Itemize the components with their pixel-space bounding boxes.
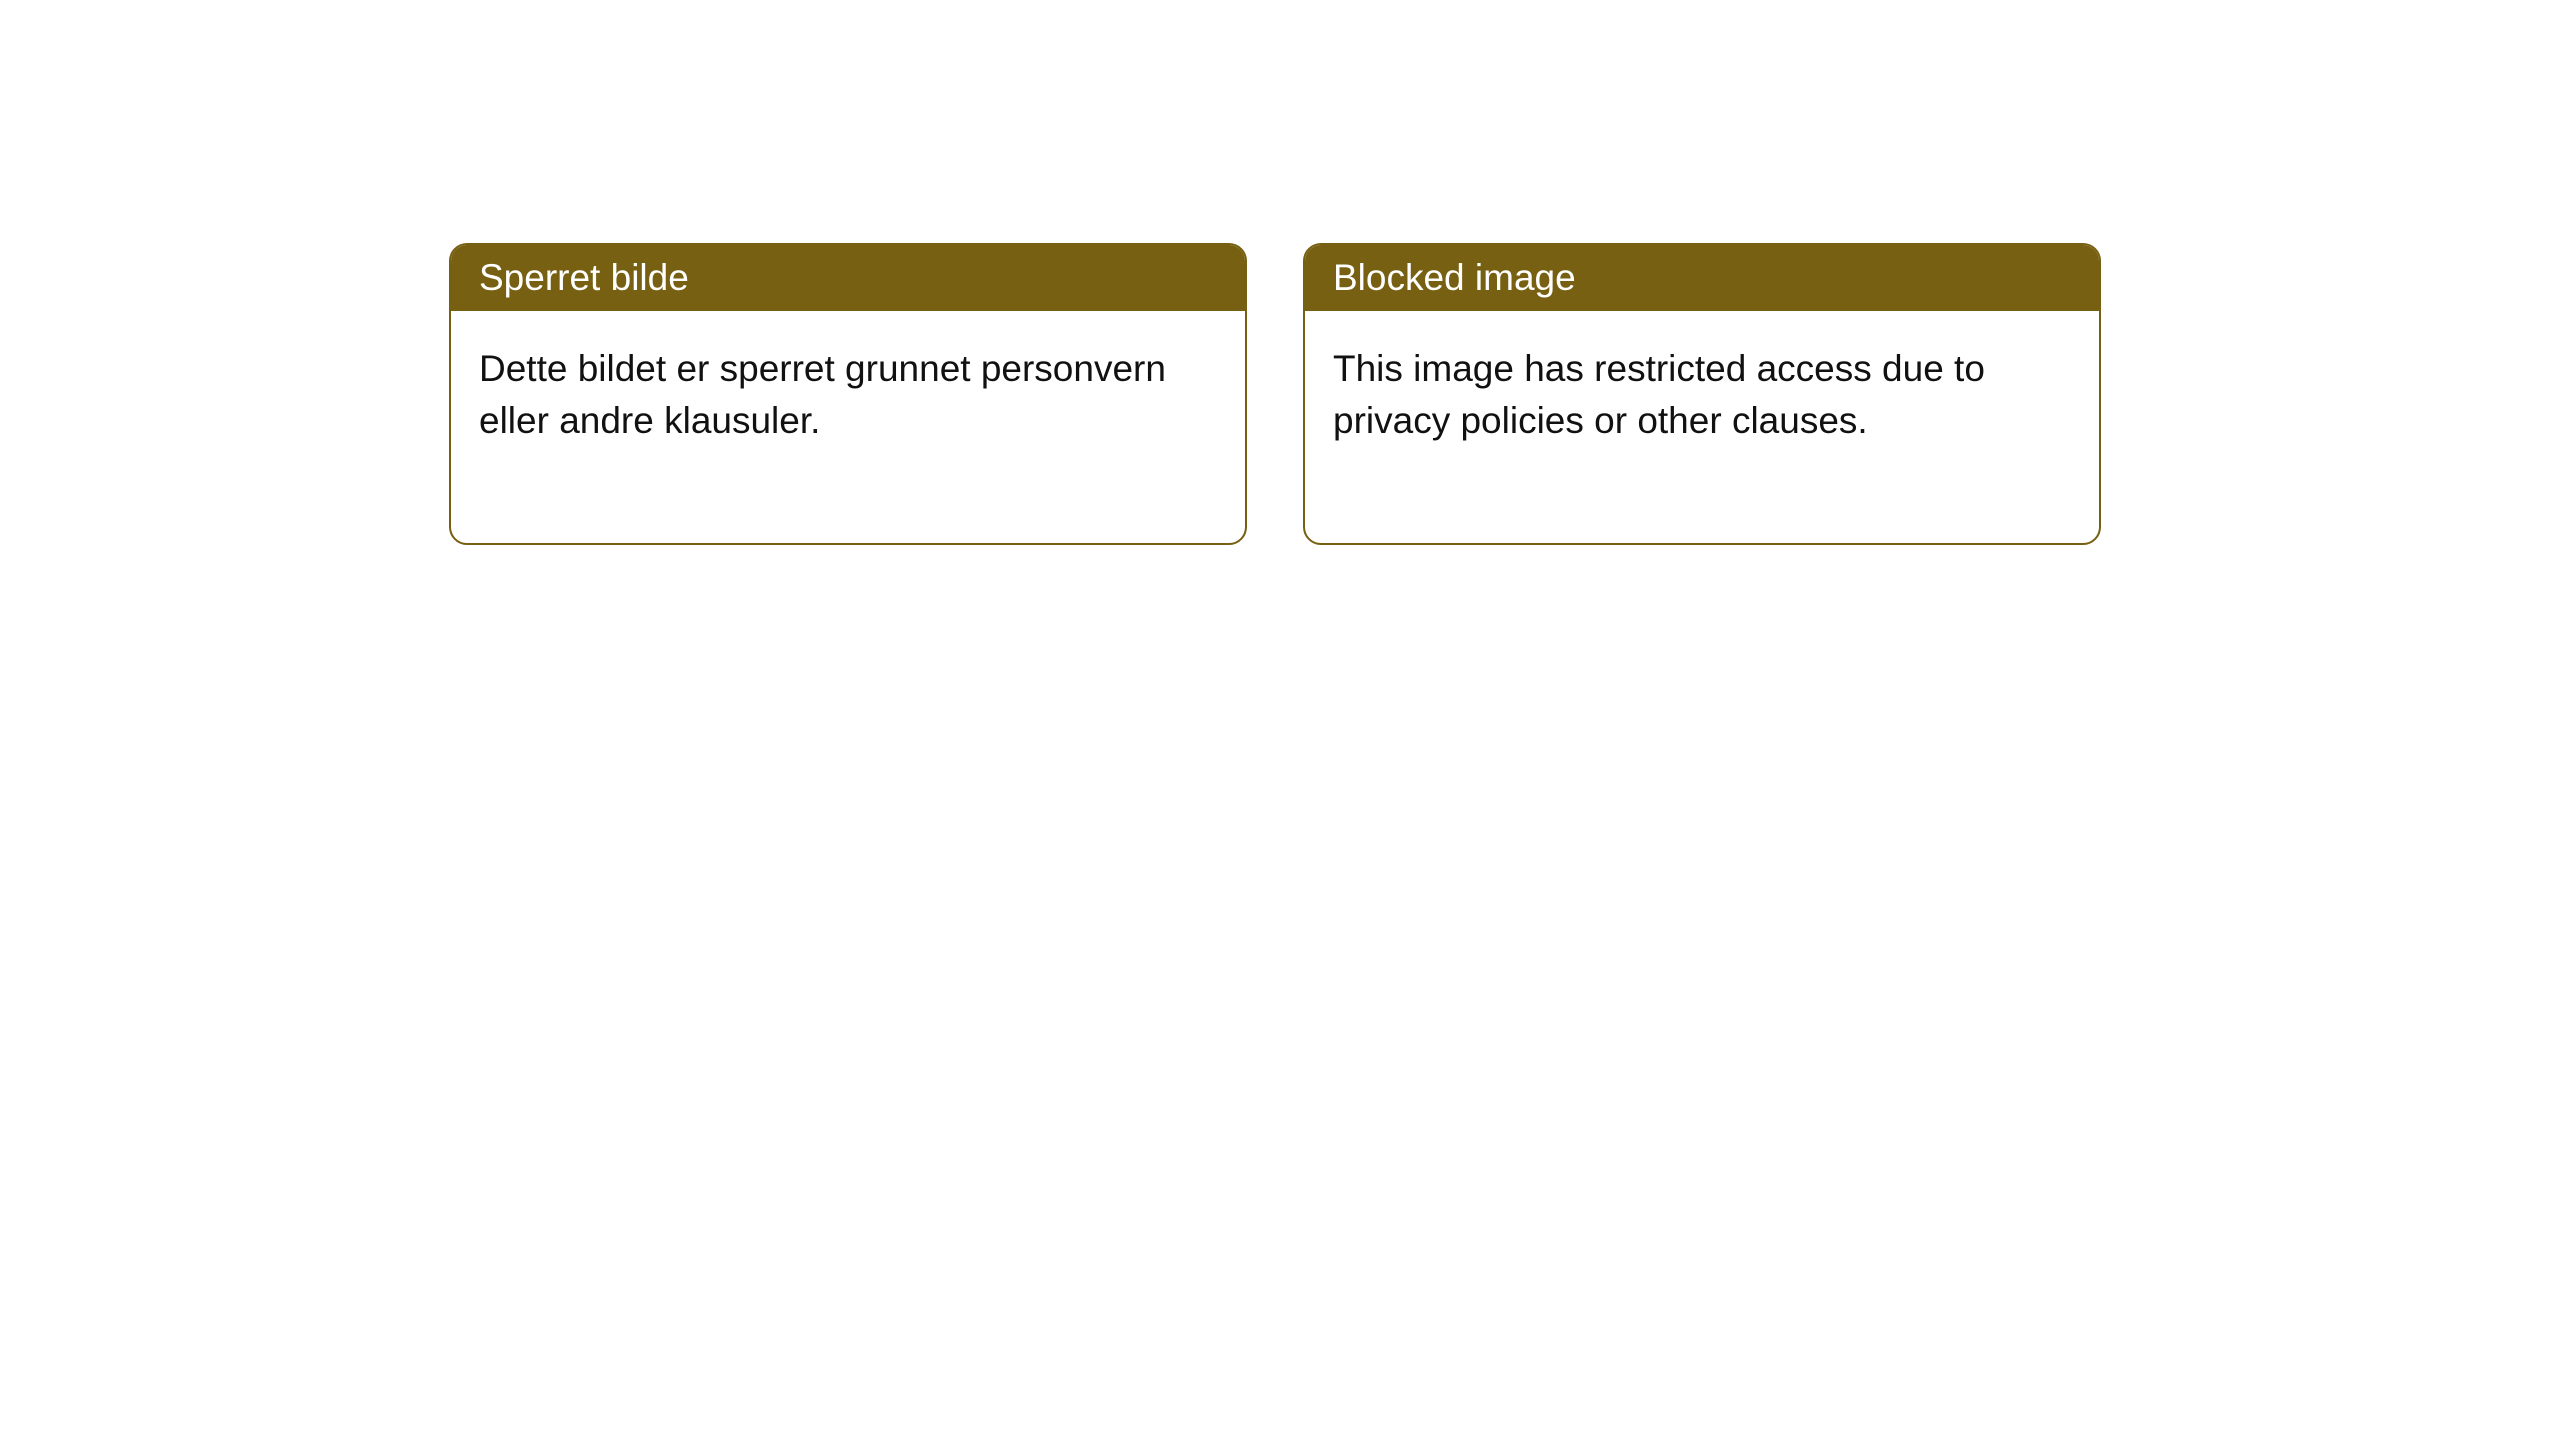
notice-card-english: Blocked image This image has restricted … — [1303, 243, 2101, 545]
notice-card-body: This image has restricted access due to … — [1305, 311, 2099, 543]
notice-card-norwegian: Sperret bilde Dette bildet er sperret gr… — [449, 243, 1247, 545]
notice-card-header: Blocked image — [1305, 245, 2099, 311]
notice-card-header: Sperret bilde — [451, 245, 1245, 311]
notice-cards-container: Sperret bilde Dette bildet er sperret gr… — [449, 243, 2101, 545]
notice-card-body: Dette bildet er sperret grunnet personve… — [451, 311, 1245, 543]
